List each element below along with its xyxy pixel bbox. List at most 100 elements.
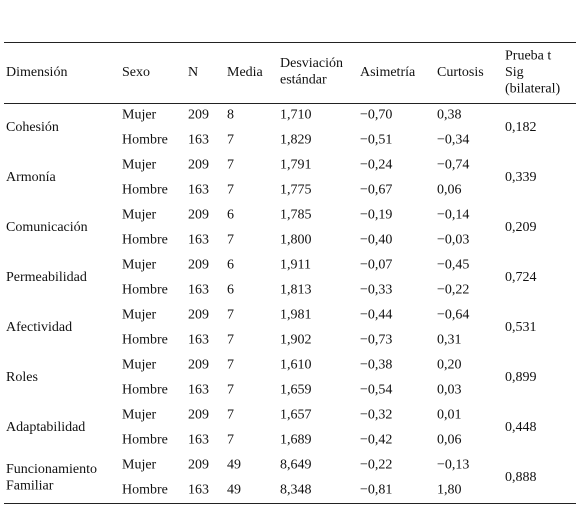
cell-skewness: −0,32 (360, 408, 392, 423)
cell-skewness: −0,38 (360, 358, 392, 373)
cell-sd: 1,657 (280, 408, 312, 423)
cell-mean: 6 (227, 283, 234, 298)
dimension-label: Adaptabilidad (6, 420, 85, 435)
cell-mean: 7 (227, 358, 234, 373)
sig-value: 0,209 (505, 220, 537, 235)
cell-skewness: −0,07 (360, 258, 392, 273)
cell-n: 209 (188, 108, 209, 123)
cell-sd: 1,775 (280, 183, 312, 198)
sig-value: 0,448 (505, 420, 537, 435)
cell-sex: Hombre (122, 183, 168, 198)
cell-skewness: −0,42 (360, 433, 392, 448)
cell-skewness: −0,33 (360, 283, 392, 298)
cell-n: 163 (188, 133, 209, 148)
cell-skewness: −0,73 (360, 333, 392, 348)
cell-skewness: −0,40 (360, 233, 392, 248)
cell-sd: 1,791 (280, 158, 312, 173)
header-cell: N (188, 65, 198, 80)
cell-skewness: −0,44 (360, 308, 392, 323)
cell-mean: 7 (227, 158, 234, 173)
cell-mean: 8 (227, 108, 234, 123)
cell-sex: Hombre (122, 283, 168, 298)
cell-sd: 1,659 (280, 383, 312, 398)
cell-kurtosis: 0,01 (437, 408, 462, 423)
cell-sd: 1,981 (280, 308, 312, 323)
sig-value: 0,182 (505, 120, 537, 135)
cell-skewness: −0,22 (360, 458, 392, 473)
sig-value: 0,531 (505, 320, 537, 335)
cell-sd: 8,649 (280, 458, 312, 473)
cell-kurtosis: −0,74 (437, 158, 469, 173)
cell-kurtosis: 0,06 (437, 433, 462, 448)
cell-sex: Mujer (122, 108, 157, 123)
cell-sex: Hombre (122, 383, 168, 398)
cell-mean: 7 (227, 133, 234, 148)
cell-kurtosis: −0,22 (437, 283, 469, 298)
cell-mean: 7 (227, 308, 234, 323)
cell-sd: 1,610 (280, 358, 312, 373)
dimension-label: Familiar (6, 478, 54, 493)
cell-sd: 1,829 (280, 133, 312, 148)
cell-kurtosis: 1,80 (437, 483, 462, 498)
cell-skewness: −0,54 (360, 383, 392, 398)
cell-n: 209 (188, 358, 209, 373)
sig-value: 0,888 (505, 470, 537, 485)
cell-kurtosis: 0,06 (437, 183, 462, 198)
cell-n: 209 (188, 258, 209, 273)
header-cell: Media (227, 65, 264, 80)
cell-kurtosis: −0,13 (437, 458, 469, 473)
cell-kurtosis: −0,03 (437, 233, 469, 248)
cell-n: 163 (188, 333, 209, 348)
cell-sd: 1,710 (280, 108, 312, 123)
dimension-label: Funcionamiento (6, 462, 97, 477)
cell-sex: Mujer (122, 208, 157, 223)
cell-n: 163 (188, 183, 209, 198)
cell-sex: Mujer (122, 308, 157, 323)
cell-mean: 7 (227, 333, 234, 348)
header-cell: Desviación (280, 56, 343, 71)
cell-kurtosis: 0,03 (437, 383, 462, 398)
cell-n: 209 (188, 158, 209, 173)
cell-sd: 1,689 (280, 433, 312, 448)
header-cell: (bilateral) (505, 82, 561, 97)
cell-sd: 1,800 (280, 233, 312, 248)
cell-mean: 6 (227, 208, 234, 223)
cell-kurtosis: −0,45 (437, 258, 469, 273)
sig-value: 0,724 (505, 270, 537, 285)
header-cell: Sexo (122, 65, 150, 80)
cell-sex: Hombre (122, 233, 168, 248)
cell-sd: 1,813 (280, 283, 312, 298)
cell-kurtosis: −0,64 (437, 308, 469, 323)
cell-mean: 7 (227, 433, 234, 448)
cell-sd: 8,348 (280, 483, 312, 498)
cell-n: 209 (188, 408, 209, 423)
cell-sex: Mujer (122, 258, 157, 273)
dimension-label: Comunicación (6, 220, 88, 235)
cell-kurtosis: 0,31 (437, 333, 462, 348)
cell-sd: 1,902 (280, 333, 312, 348)
dimension-label: Armonía (6, 170, 57, 185)
cell-mean: 7 (227, 183, 234, 198)
cell-sd: 1,911 (280, 258, 311, 273)
cell-n: 163 (188, 283, 209, 298)
cell-sex: Hombre (122, 483, 168, 498)
cell-n: 163 (188, 433, 209, 448)
cell-sex: Mujer (122, 158, 157, 173)
cell-n: 209 (188, 208, 209, 223)
cell-skewness: −0,51 (360, 133, 392, 148)
header-cell: estándar (280, 72, 327, 87)
cell-sex: Mujer (122, 408, 157, 423)
dimension-label: Cohesión (6, 120, 59, 135)
cell-sex: Hombre (122, 133, 168, 148)
header-cell: Asimetría (360, 65, 416, 80)
cell-skewness: −0,19 (360, 208, 392, 223)
cell-kurtosis: −0,14 (437, 208, 469, 223)
cell-sd: 1,785 (280, 208, 312, 223)
cell-sex: Mujer (122, 458, 157, 473)
cell-mean: 7 (227, 408, 234, 423)
cell-sex: Mujer (122, 358, 157, 373)
cell-mean: 7 (227, 383, 234, 398)
header-cell: Curtosis (437, 65, 484, 80)
cell-sex: Hombre (122, 433, 168, 448)
